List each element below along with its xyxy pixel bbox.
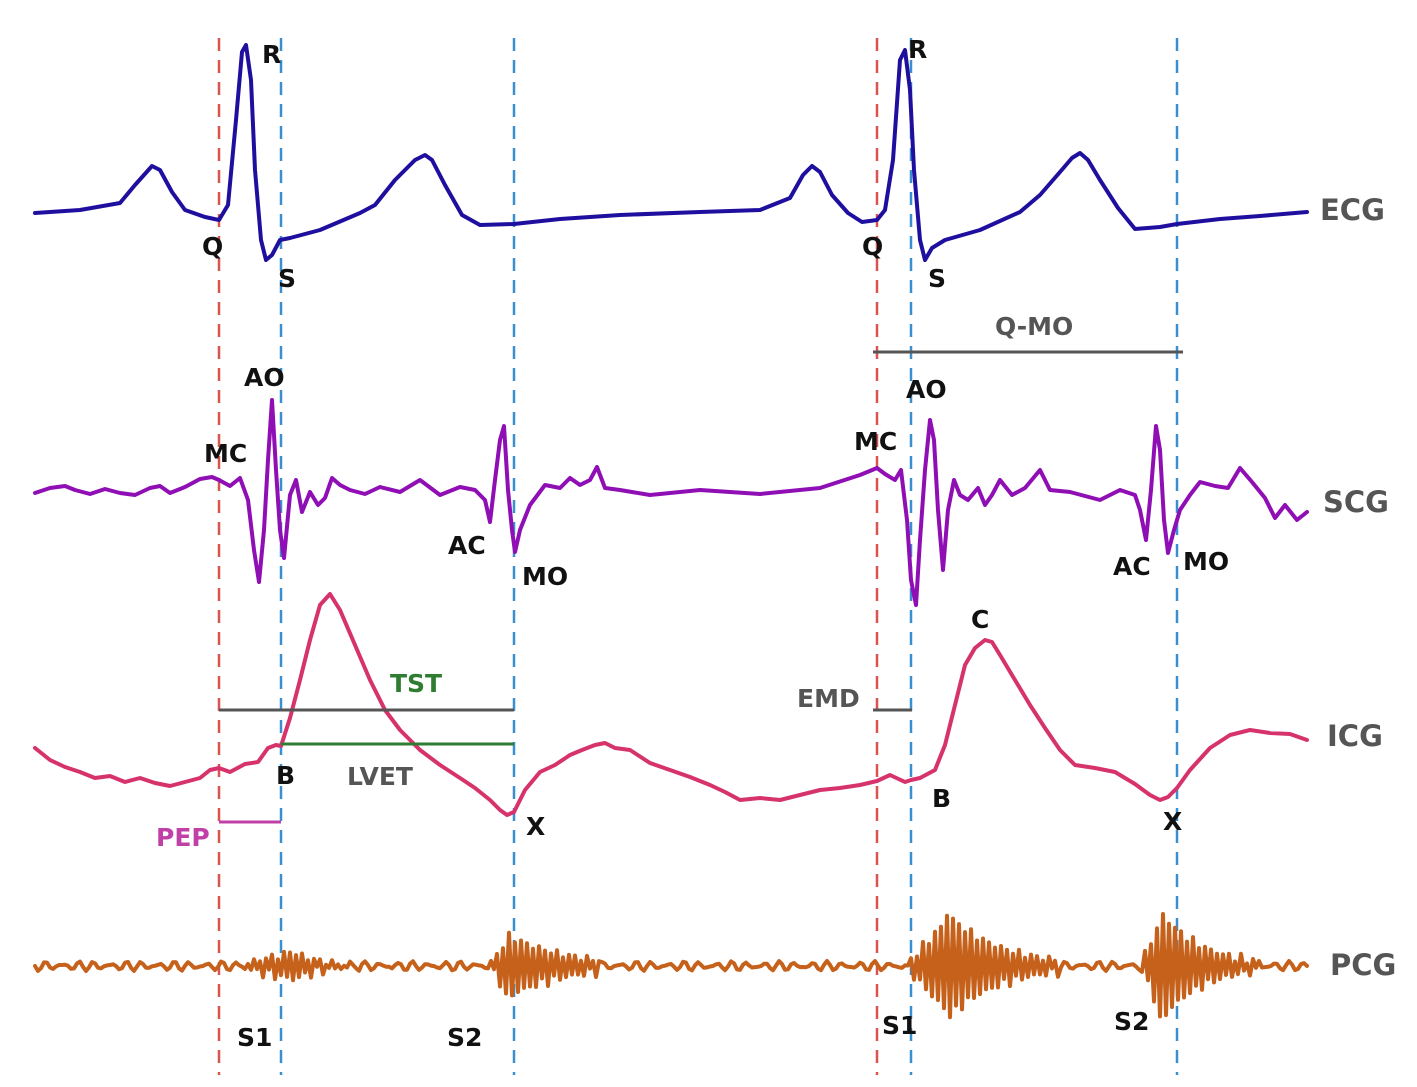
ecg-s-label-2: S [928, 264, 946, 293]
pcg-s2-label-2: S2 [1114, 1007, 1149, 1036]
pcg-group [33, 912, 1309, 1020]
scg-ac-label-1: AC [448, 531, 486, 560]
ecg-label: ECG [1320, 193, 1385, 227]
ecg-r-label-2: R [908, 35, 927, 64]
pcg-s1-label-2: S1 [882, 1011, 917, 1040]
scg-label: SCG [1323, 485, 1389, 519]
pcg-s2-label-1: S2 [447, 1023, 482, 1052]
q-mo-label: Q-MO [995, 312, 1073, 341]
ecg-q-label-2: Q [862, 232, 883, 261]
icg-c-label-2: C [971, 605, 989, 634]
ecg-trace [33, 43, 1309, 262]
emd-label: EMD [797, 684, 860, 713]
scg-ao-label-1: AO [244, 363, 285, 392]
scg-mo-label-1: MO [522, 562, 568, 591]
pcg-trace [33, 912, 1309, 1020]
icg-x-label-1: X [526, 812, 545, 841]
icg-x-label-2: X [1163, 807, 1182, 836]
ecg-q-label-1: Q [202, 232, 223, 261]
ecg-s-label-1: S [278, 264, 296, 293]
event-markers [217, 38, 1179, 1075]
scg-ao-label-2: AO [906, 375, 947, 404]
scg-mc-label-2: MC [854, 427, 897, 456]
interval-bars [219, 350, 1183, 824]
ecg-r-label-1: R [262, 40, 281, 69]
icg-b-label-1: B [276, 761, 295, 790]
pcg-s1-label-1: S1 [237, 1023, 272, 1052]
pcg-label: PCG [1330, 948, 1396, 982]
icg-label: ICG [1327, 719, 1383, 753]
scg-mc-label-1: MC [204, 439, 247, 468]
scg-ac-label-2: AC [1113, 552, 1151, 581]
tst-label: TST [390, 669, 442, 698]
scg-trace [33, 398, 1309, 607]
pep-label: PEP [156, 823, 210, 852]
lvet-label: LVET [347, 762, 413, 791]
icg-trace [33, 592, 1309, 817]
scg-mo-label-2: MO [1183, 547, 1229, 576]
icg-b-label-2: B [932, 784, 951, 813]
